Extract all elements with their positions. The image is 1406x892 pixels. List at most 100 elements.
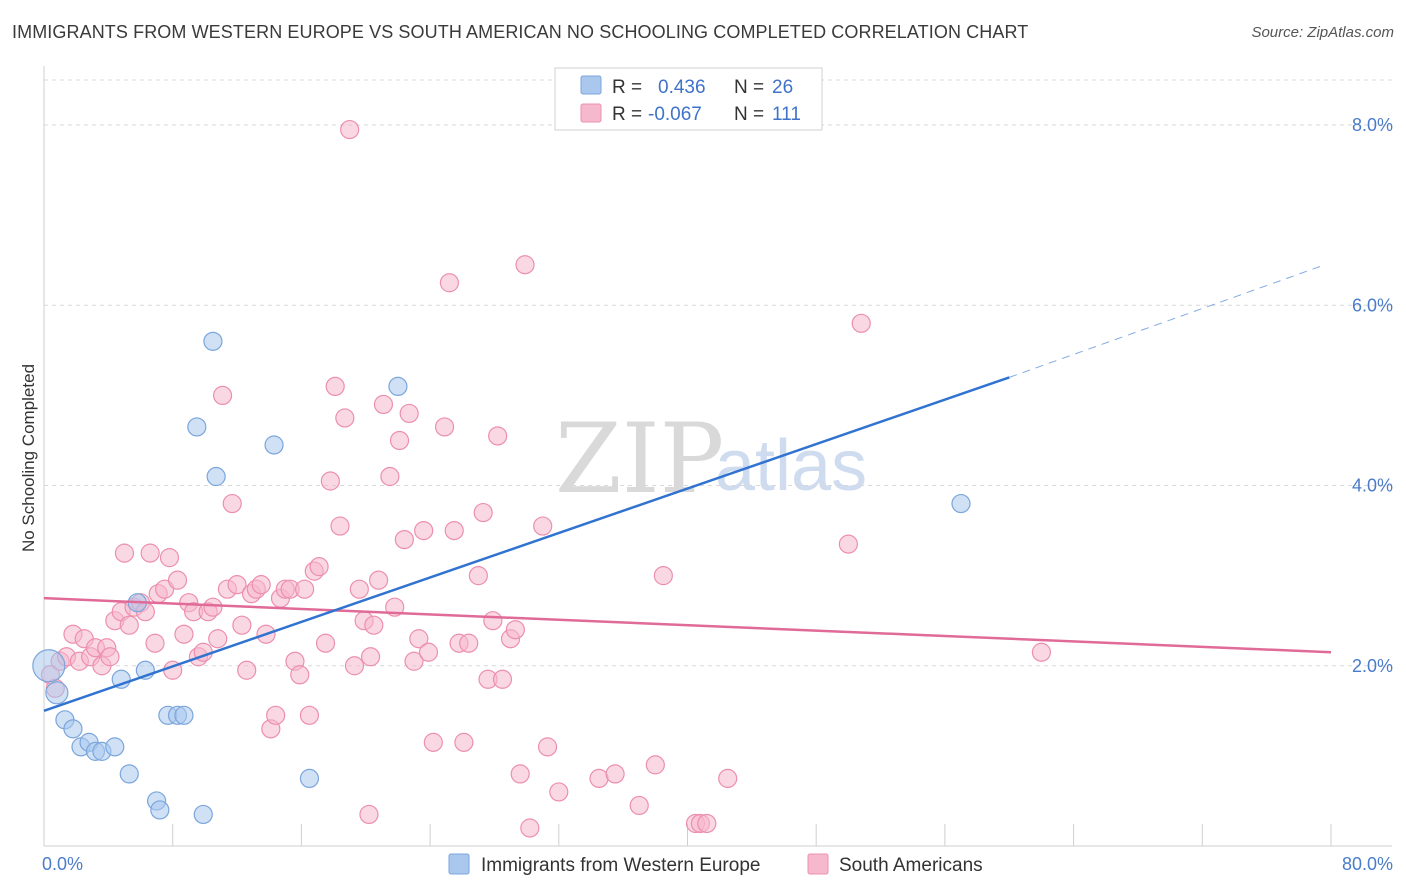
point-pink-83 (459, 633, 479, 653)
point-blue-8 (105, 737, 125, 757)
series-legend: Immigrants from Western Europe South Ame… (448, 853, 983, 876)
point-pink-80 (444, 520, 464, 541)
point-pink-102 (653, 566, 673, 586)
point-pink-99 (605, 764, 625, 784)
point-pink-25 (167, 570, 188, 590)
point-pink-68 (380, 466, 400, 487)
point-pink-66 (369, 570, 389, 590)
point-blue-17 (174, 705, 194, 725)
point-pink-100 (629, 795, 649, 816)
point-blue-3 (63, 719, 83, 739)
point-pink-71 (394, 529, 414, 550)
trendline-western-europe-extension (1009, 264, 1326, 378)
legend-r-value-blue: 0.436 (658, 77, 706, 98)
axes (43, 66, 1392, 847)
point-pink-82 (454, 732, 474, 752)
point-pink-14 (114, 543, 135, 563)
series-south-americans (40, 119, 1052, 838)
point-blue-24 (388, 376, 408, 396)
point-pink-42 (251, 575, 271, 595)
series-legend-label-pink: South Americans (839, 855, 983, 876)
point-pink-36 (222, 493, 242, 514)
point-pink-20 (145, 633, 165, 653)
y-tick-labels: 2.0% 4.0% 6.0% 8.0% (1352, 115, 1393, 676)
legend-r-value-pink: -0.067 (648, 104, 702, 125)
point-pink-65 (364, 615, 384, 635)
point-pink-32 (203, 597, 223, 617)
point-pink-109 (1031, 642, 1052, 662)
point-pink-56 (320, 471, 340, 491)
point-pink-54 (309, 557, 329, 577)
point-pink-62 (349, 579, 369, 599)
point-pink-89 (492, 669, 513, 689)
x-tick-label-0: 0.0% (42, 854, 83, 874)
watermark: ZIP atlas (555, 403, 867, 515)
point-pink-39 (237, 660, 257, 680)
point-pink-26 (174, 624, 194, 644)
series-immigrants-western-europe (32, 331, 971, 825)
point-pink-55 (315, 633, 336, 653)
point-pink-60 (340, 119, 360, 140)
point-pink-106 (718, 768, 738, 789)
point-pink-107 (838, 534, 858, 554)
y-axis-label: No Schooling Completed (19, 364, 38, 552)
legend-n-label-pink: N = (734, 104, 764, 125)
legend-swatch-blue (580, 75, 602, 95)
point-pink-78 (434, 417, 455, 437)
point-pink-92 (510, 764, 530, 784)
point-pink-23 (159, 548, 180, 568)
point-pink-50 (290, 665, 310, 685)
point-pink-64 (359, 804, 379, 825)
point-pink-88 (488, 426, 508, 446)
trendlines (43, 264, 1332, 713)
point-pink-52 (299, 705, 320, 725)
point-pink-15 (119, 615, 139, 635)
point-blue-25 (951, 493, 971, 514)
legend-n-value-pink: 111 (772, 104, 801, 125)
point-pink-34 (212, 385, 233, 406)
point-pink-85 (473, 502, 493, 523)
point-pink-77 (423, 732, 443, 752)
watermark-zip: ZIP (555, 403, 724, 515)
y-tick-label-2: 6.0% (1352, 295, 1393, 315)
point-pink-57 (325, 376, 345, 396)
point-pink-94 (520, 818, 540, 838)
series-legend-swatch-blue (448, 853, 470, 875)
y-tick-label-0: 2.0% (1352, 656, 1393, 676)
source-credit: Source: ZipAtlas.com (1251, 24, 1394, 41)
point-pink-105 (697, 813, 717, 834)
legend-r-label-blue: R = (612, 77, 642, 98)
y-tick-label-1: 4.0% (1352, 476, 1393, 496)
x-tick-label-1: 80.0% (1342, 854, 1393, 874)
point-pink-58 (330, 516, 350, 536)
point-pink-84 (468, 566, 488, 586)
point-pink-96 (537, 737, 558, 757)
point-pink-37 (227, 575, 247, 595)
legend-swatch-pink (580, 103, 602, 123)
series-legend-label-blue: Immigrants from Western Europe (481, 855, 760, 876)
series-legend-swatch-pink (807, 853, 829, 875)
legend-n-label-blue: N = (734, 77, 764, 98)
point-pink-59 (335, 408, 355, 428)
point-pink-87 (483, 611, 503, 631)
point-pink-51 (295, 579, 315, 599)
gridlines (44, 79, 1392, 667)
point-pink-91 (505, 620, 525, 640)
point-pink-79 (439, 273, 460, 293)
point-pink-74 (409, 629, 429, 649)
point-pink-72 (399, 403, 419, 424)
point-blue-19 (193, 804, 213, 825)
y-tick-label-3: 8.0% (1352, 115, 1393, 135)
legend-r-label-pink: R = (612, 104, 642, 125)
x-tick-labels: 0.0% 80.0% (42, 854, 1393, 874)
point-pink-76 (418, 642, 439, 662)
point-pink-110 (360, 647, 381, 667)
correlation-legend: R = 0.436 N = 26 R = -0.067 N = 111 (554, 67, 823, 131)
point-blue-1 (45, 681, 69, 705)
point-pink-108 (851, 313, 871, 333)
point-blue-21 (206, 466, 226, 487)
point-blue-22 (264, 435, 284, 455)
point-pink-97 (549, 782, 569, 802)
point-pink-67 (373, 394, 394, 415)
